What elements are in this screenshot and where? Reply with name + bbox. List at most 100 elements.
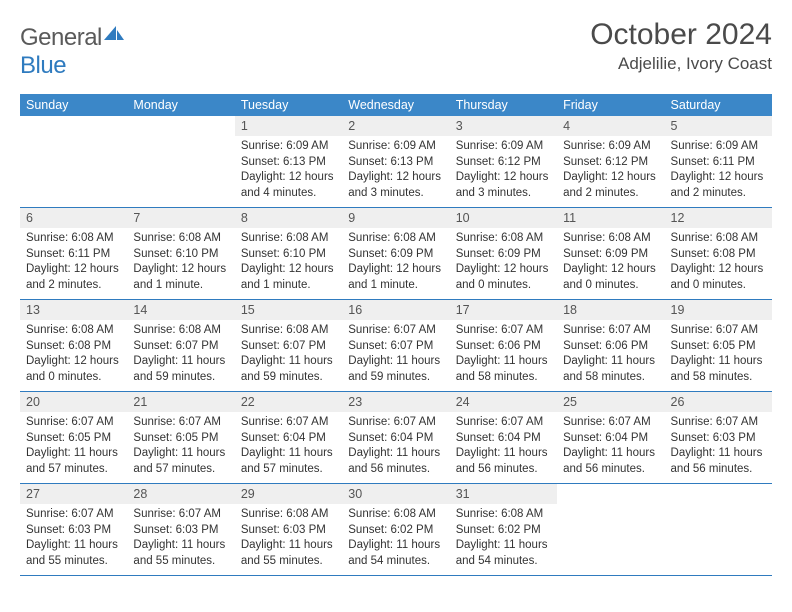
daylight-line: Daylight: 11 hours and 56 minutes.	[348, 446, 443, 477]
day-number: 22	[235, 392, 342, 412]
day-header: Saturday	[665, 94, 772, 116]
daylight-line: Daylight: 12 hours and 0 minutes.	[671, 262, 766, 293]
daylight-line: Daylight: 12 hours and 3 minutes.	[348, 170, 443, 201]
daylight-line: Daylight: 11 hours and 59 minutes.	[348, 354, 443, 385]
day-number: 28	[127, 484, 234, 504]
sunset-line: Sunset: 6:12 PM	[456, 155, 551, 171]
day-info: Sunrise: 6:08 AMSunset: 6:02 PMDaylight:…	[342, 504, 449, 575]
sunset-line: Sunset: 6:11 PM	[26, 247, 121, 263]
sunset-line: Sunset: 6:03 PM	[26, 523, 121, 539]
day-number: 9	[342, 208, 449, 228]
sunset-line: Sunset: 6:04 PM	[241, 431, 336, 447]
day-info: Sunrise: 6:08 AMSunset: 6:07 PMDaylight:…	[235, 320, 342, 391]
sunset-line: Sunset: 6:08 PM	[26, 339, 121, 355]
day-number: 6	[20, 208, 127, 228]
sunset-line: Sunset: 6:10 PM	[133, 247, 228, 263]
sunset-line: Sunset: 6:07 PM	[133, 339, 228, 355]
empty-day	[127, 116, 234, 136]
sunset-line: Sunset: 6:09 PM	[348, 247, 443, 263]
sunrise-line: Sunrise: 6:07 AM	[241, 415, 336, 431]
day-info: Sunrise: 6:07 AMSunset: 6:04 PMDaylight:…	[557, 412, 664, 483]
day-header: Tuesday	[235, 94, 342, 116]
day-cell: 31Sunrise: 6:08 AMSunset: 6:02 PMDayligh…	[450, 484, 557, 575]
week-row: 27Sunrise: 6:07 AMSunset: 6:03 PMDayligh…	[20, 484, 772, 576]
sunset-line: Sunset: 6:02 PM	[348, 523, 443, 539]
day-info: Sunrise: 6:08 AMSunset: 6:09 PMDaylight:…	[450, 228, 557, 299]
day-info: Sunrise: 6:08 AMSunset: 6:03 PMDaylight:…	[235, 504, 342, 575]
daylight-line: Daylight: 11 hours and 56 minutes.	[563, 446, 658, 477]
logo: General Blue	[20, 18, 126, 80]
sunrise-line: Sunrise: 6:08 AM	[456, 231, 551, 247]
day-info: Sunrise: 6:09 AMSunset: 6:13 PMDaylight:…	[235, 136, 342, 207]
day-number: 13	[20, 300, 127, 320]
daylight-line: Daylight: 11 hours and 54 minutes.	[456, 538, 551, 569]
day-number: 12	[665, 208, 772, 228]
empty-day	[557, 484, 664, 504]
day-info: Sunrise: 6:08 AMSunset: 6:02 PMDaylight:…	[450, 504, 557, 575]
sunrise-line: Sunrise: 6:07 AM	[563, 323, 658, 339]
day-info: Sunrise: 6:08 AMSunset: 6:10 PMDaylight:…	[127, 228, 234, 299]
day-cell: 26Sunrise: 6:07 AMSunset: 6:03 PMDayligh…	[665, 392, 772, 483]
day-info: Sunrise: 6:07 AMSunset: 6:06 PMDaylight:…	[557, 320, 664, 391]
daylight-line: Daylight: 11 hours and 59 minutes.	[133, 354, 228, 385]
sunrise-line: Sunrise: 6:09 AM	[241, 139, 336, 155]
day-number: 31	[450, 484, 557, 504]
day-number: 8	[235, 208, 342, 228]
day-cell: 19Sunrise: 6:07 AMSunset: 6:05 PMDayligh…	[665, 300, 772, 391]
day-number: 17	[450, 300, 557, 320]
daylight-line: Daylight: 12 hours and 2 minutes.	[26, 262, 121, 293]
daylight-line: Daylight: 12 hours and 1 minute.	[133, 262, 228, 293]
day-cell: 25Sunrise: 6:07 AMSunset: 6:04 PMDayligh…	[557, 392, 664, 483]
logo-word-general: General	[20, 24, 102, 51]
day-cell	[665, 484, 772, 575]
sunrise-line: Sunrise: 6:07 AM	[133, 507, 228, 523]
sunrise-line: Sunrise: 6:08 AM	[241, 507, 336, 523]
header: General Blue October 2024 Adjelilie, Ivo…	[20, 18, 772, 80]
day-cell: 1Sunrise: 6:09 AMSunset: 6:13 PMDaylight…	[235, 116, 342, 207]
week-row: 13Sunrise: 6:08 AMSunset: 6:08 PMDayligh…	[20, 300, 772, 392]
day-number: 26	[665, 392, 772, 412]
day-number: 20	[20, 392, 127, 412]
location: Adjelilie, Ivory Coast	[590, 54, 772, 74]
day-info: Sunrise: 6:07 AMSunset: 6:05 PMDaylight:…	[127, 412, 234, 483]
sunrise-line: Sunrise: 6:08 AM	[348, 231, 443, 247]
sunset-line: Sunset: 6:13 PM	[241, 155, 336, 171]
day-info: Sunrise: 6:08 AMSunset: 6:08 PMDaylight:…	[20, 320, 127, 391]
logo-sail-icon	[104, 24, 126, 47]
day-cell: 28Sunrise: 6:07 AMSunset: 6:03 PMDayligh…	[127, 484, 234, 575]
sunset-line: Sunset: 6:08 PM	[671, 247, 766, 263]
day-info: Sunrise: 6:08 AMSunset: 6:11 PMDaylight:…	[20, 228, 127, 299]
sunrise-line: Sunrise: 6:08 AM	[671, 231, 766, 247]
sunset-line: Sunset: 6:05 PM	[133, 431, 228, 447]
day-number: 29	[235, 484, 342, 504]
daylight-line: Daylight: 12 hours and 3 minutes.	[456, 170, 551, 201]
sunset-line: Sunset: 6:04 PM	[456, 431, 551, 447]
sunrise-line: Sunrise: 6:09 AM	[563, 139, 658, 155]
sunrise-line: Sunrise: 6:08 AM	[26, 323, 121, 339]
sunrise-line: Sunrise: 6:07 AM	[133, 415, 228, 431]
sunrise-line: Sunrise: 6:09 AM	[348, 139, 443, 155]
day-number: 18	[557, 300, 664, 320]
weeks-container: 1Sunrise: 6:09 AMSunset: 6:13 PMDaylight…	[20, 116, 772, 576]
sunrise-line: Sunrise: 6:07 AM	[456, 323, 551, 339]
day-info: Sunrise: 6:07 AMSunset: 6:03 PMDaylight:…	[20, 504, 127, 575]
day-cell: 7Sunrise: 6:08 AMSunset: 6:10 PMDaylight…	[127, 208, 234, 299]
day-cell: 17Sunrise: 6:07 AMSunset: 6:06 PMDayligh…	[450, 300, 557, 391]
day-number: 5	[665, 116, 772, 136]
day-info: Sunrise: 6:09 AMSunset: 6:13 PMDaylight:…	[342, 136, 449, 207]
sunrise-line: Sunrise: 6:07 AM	[671, 323, 766, 339]
day-number: 1	[235, 116, 342, 136]
sunset-line: Sunset: 6:06 PM	[563, 339, 658, 355]
day-number: 15	[235, 300, 342, 320]
day-number: 23	[342, 392, 449, 412]
sunset-line: Sunset: 6:06 PM	[456, 339, 551, 355]
day-cell: 4Sunrise: 6:09 AMSunset: 6:12 PMDaylight…	[557, 116, 664, 207]
sunrise-line: Sunrise: 6:08 AM	[241, 231, 336, 247]
day-info: Sunrise: 6:09 AMSunset: 6:12 PMDaylight:…	[557, 136, 664, 207]
daylight-line: Daylight: 12 hours and 0 minutes.	[563, 262, 658, 293]
sunrise-line: Sunrise: 6:08 AM	[563, 231, 658, 247]
sunset-line: Sunset: 6:02 PM	[456, 523, 551, 539]
day-number: 3	[450, 116, 557, 136]
day-cell: 8Sunrise: 6:08 AMSunset: 6:10 PMDaylight…	[235, 208, 342, 299]
sunset-line: Sunset: 6:04 PM	[563, 431, 658, 447]
